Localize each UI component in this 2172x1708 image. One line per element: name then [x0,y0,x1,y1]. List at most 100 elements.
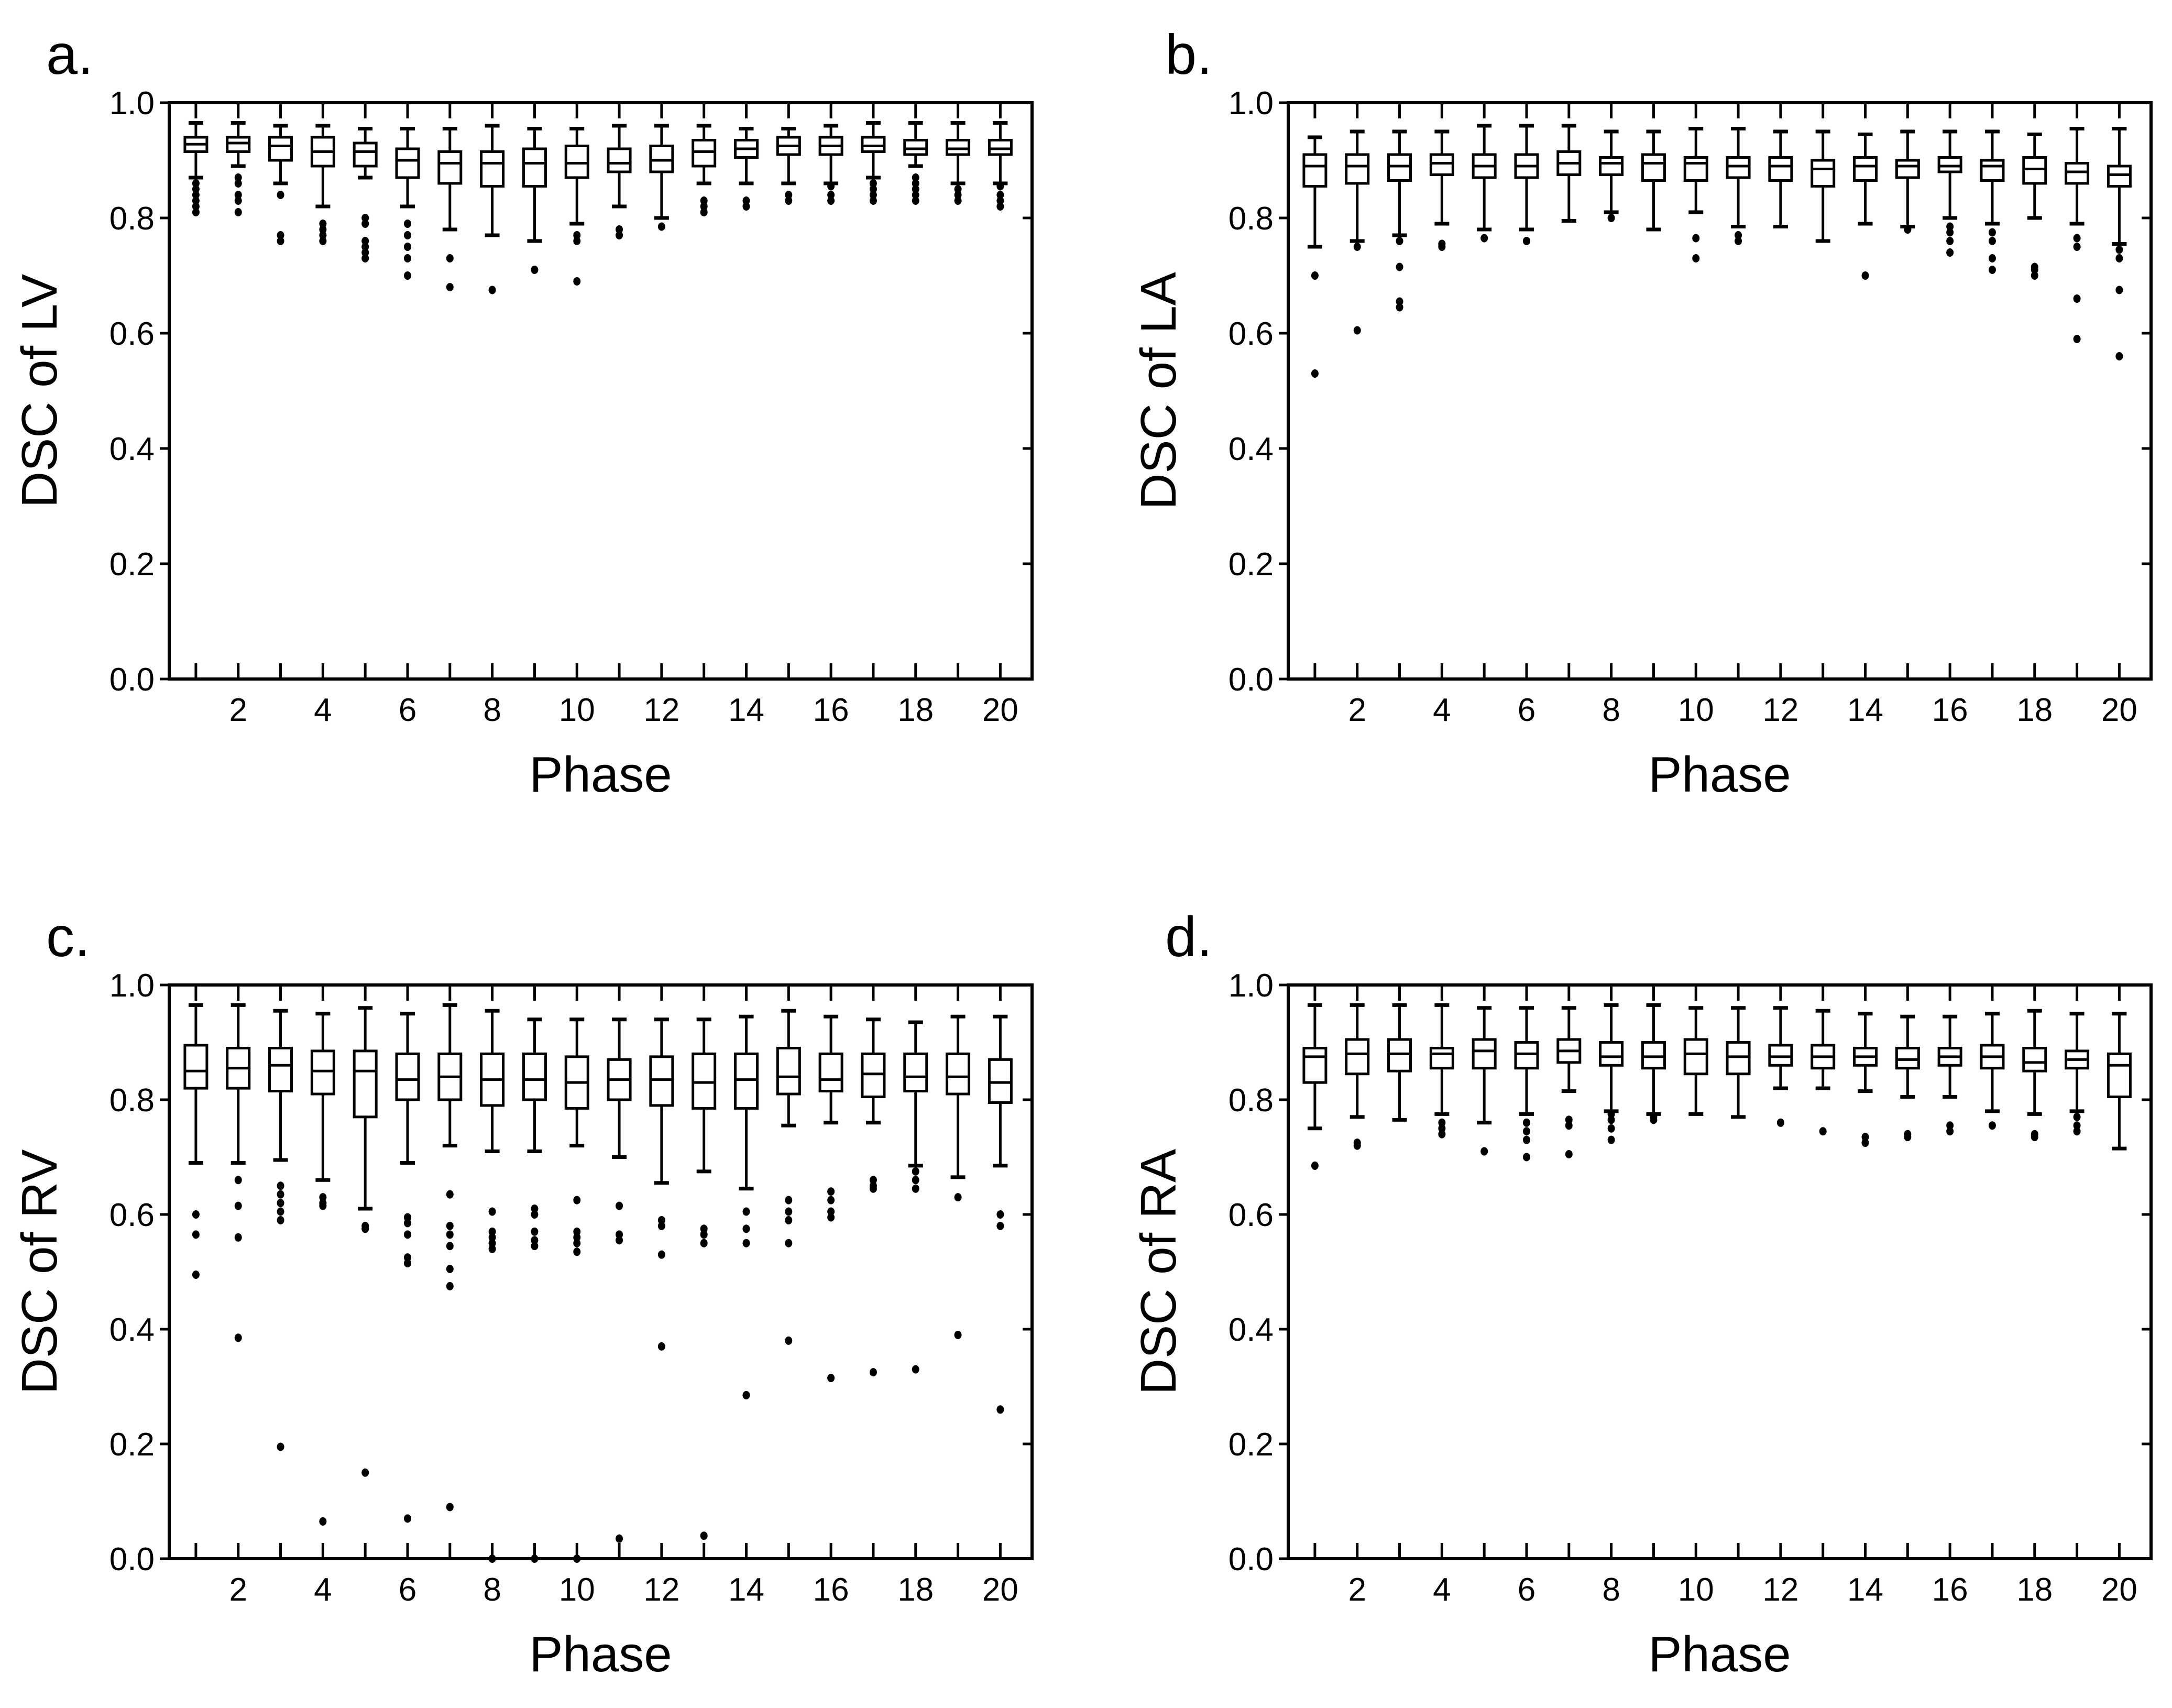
box-phase-9 [1641,129,1666,232]
box-phase-3 [268,1009,293,1451]
outlier-point [488,1554,496,1563]
outlier-point [1353,326,1361,335]
outlier-point [192,185,200,193]
x-axis-label: Phase [529,747,672,803]
box-phase-11 [607,1017,632,1543]
outlier-point [192,208,200,216]
outlier-point [1480,234,1488,243]
box-phase-20 [988,121,1013,211]
x-tick-label: 10 [559,692,595,728]
outlier-point [785,1216,793,1224]
box-phase-18 [2022,133,2047,280]
outlier-point [1607,1124,1615,1133]
outlier-point [1861,271,1869,280]
box-iqr [522,147,547,188]
outlier-point [531,1554,539,1563]
outlier-point [446,1242,454,1251]
outlier-point [234,1201,242,1210]
box-phase-2 [226,121,251,216]
outlier-point [234,173,242,182]
outlier-point [277,1207,284,1216]
x-tick-label: 16 [1932,1572,1968,1608]
outlier-point [742,196,750,205]
panel-label: a. [46,23,93,86]
outlier-point [531,1210,539,1219]
x-axis-label: Phase [1648,1626,1791,1682]
box-phase-6 [1514,124,1539,245]
outlier-point [1311,1161,1319,1170]
box-iqr [692,139,717,168]
box-iqr [183,1044,209,1090]
box-phase-19 [2065,127,2090,343]
outlier-point [996,202,1004,211]
box-phase-13 [692,1017,717,1540]
x-tick-label: 18 [897,1572,934,1608]
outlier-point [234,1176,242,1185]
outlier-point [785,1207,793,1216]
box-iqr [2107,165,2132,188]
outlier-point [616,1230,623,1239]
outlier-point [1607,214,1615,222]
box-phase-15 [1895,1014,1920,1142]
box-iqr [607,147,632,173]
outlier-point [1353,243,1361,251]
box-phase-4 [310,124,335,245]
y-tick-label: 0.8 [1228,1082,1274,1119]
outlier-point [657,1342,665,1351]
y-tick-label: 0.6 [1228,316,1274,352]
box-iqr [1726,156,1751,179]
box-iqr [946,139,971,156]
box-iqr [353,141,378,168]
x-tick-label: 12 [643,692,679,728]
outlier-point [531,1205,539,1213]
outlier-point [1353,1141,1361,1150]
outlier-point [277,1442,284,1451]
box-phase-7 [1556,1006,1582,1159]
outlier-point [996,182,1004,191]
outlier-point [531,266,539,274]
y-tick-label: 0.4 [1228,431,1274,467]
y-tick-label: 0.2 [109,1427,155,1463]
outlier-point [1522,237,1530,245]
outlier-point [912,191,919,199]
x-tick-label: 18 [2016,692,2053,728]
box-phase-17 [1980,1012,2005,1130]
outlier-point [1819,1127,1827,1136]
x-tick-label: 6 [399,1572,416,1608]
outlier-point [488,1227,496,1236]
outlier-point [700,208,708,216]
box-phase-17 [861,1017,886,1377]
y-tick-label: 0.8 [109,201,155,237]
x-tick-label: 20 [982,692,1018,728]
outlier-point [2115,286,2123,294]
box-phase-4 [310,1012,335,1526]
outlier-point [616,225,623,234]
x-tick-label: 6 [1518,1572,1535,1608]
box-iqr [861,136,886,153]
box-phase-20 [2107,127,2132,360]
outlier-point [785,1336,793,1345]
outlier-point [192,191,200,199]
x-tick-label: 4 [1433,692,1451,728]
outlier-point [446,283,454,291]
outlier-point [827,1187,835,1196]
outlier-point [827,182,835,191]
y-tick-label: 0.2 [109,546,155,583]
outlier-point [2031,271,2038,280]
y-tick-label: 0.6 [1228,1197,1274,1233]
outlier-point [954,1330,962,1339]
box-iqr [861,1052,886,1099]
outlier-point [1650,1115,1658,1124]
plot-frame [1287,101,2153,681]
box-phase-15 [776,1009,801,1345]
outlier-point [742,1207,750,1216]
outlier-point [1904,1133,1912,1142]
box-phase-16 [1937,1014,1962,1136]
outlier-point [1988,254,1996,262]
outlier-point [192,1210,200,1219]
x-tick-label: 10 [559,1572,595,1608]
outlier-point [1946,248,1954,257]
y-tick-label: 0.8 [1228,201,1274,237]
outlier-point [827,1207,835,1216]
outlier-point [573,237,581,245]
